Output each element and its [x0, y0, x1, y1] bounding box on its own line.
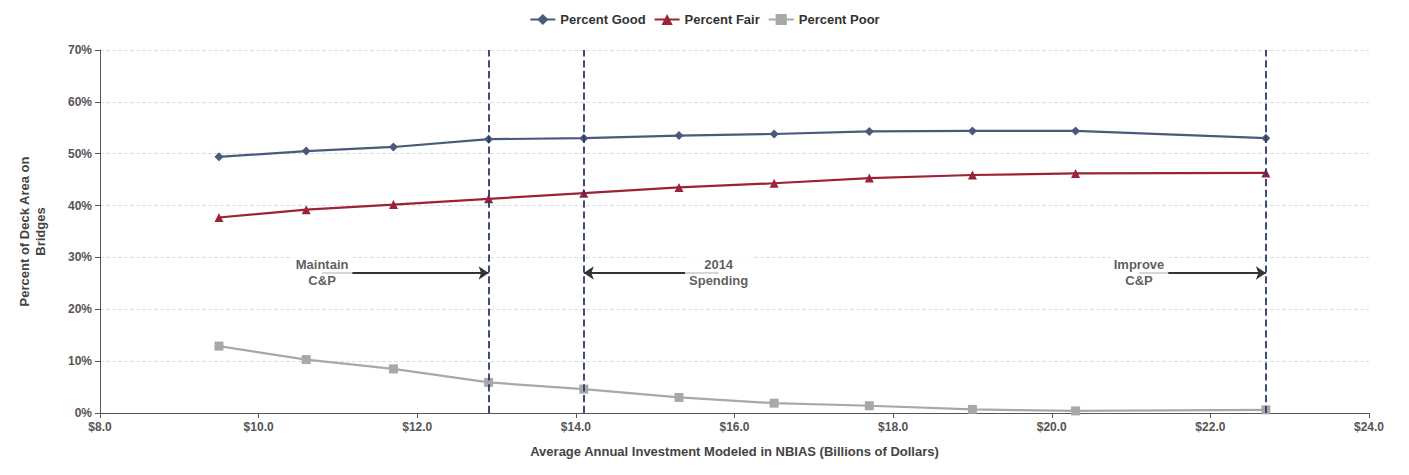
svg-text:$24.0: $24.0 [1354, 420, 1384, 434]
svg-text:Percent Fair: Percent Fair [685, 12, 760, 27]
svg-text:$14.0: $14.0 [561, 420, 591, 434]
svg-text:20%: 20% [68, 302, 92, 316]
svg-text:0%: 0% [75, 406, 93, 420]
svg-text:$16.0: $16.0 [719, 420, 749, 434]
svg-text:$12.0: $12.0 [402, 420, 432, 434]
svg-text:Bridges: Bridges [33, 207, 48, 255]
svg-text:60%: 60% [68, 95, 92, 109]
svg-text:$20.0: $20.0 [1037, 420, 1067, 434]
svg-text:10%: 10% [68, 354, 92, 368]
svg-text:$22.0: $22.0 [1195, 420, 1225, 434]
svg-text:40%: 40% [68, 199, 92, 213]
svg-text:2014: 2014 [704, 257, 734, 272]
svg-text:C&P: C&P [1125, 273, 1153, 288]
svg-text:$8.0: $8.0 [88, 420, 112, 434]
svg-text:C&P: C&P [308, 273, 336, 288]
svg-text:30%: 30% [68, 250, 92, 264]
svg-text:Percent Good: Percent Good [560, 12, 645, 27]
svg-text:Percent of Deck Area on: Percent of Deck Area on [17, 157, 32, 307]
svg-text:$18.0: $18.0 [878, 420, 908, 434]
svg-text:Average Annual Investment Mode: Average Annual Investment Modeled in NBI… [530, 444, 939, 459]
svg-text:70%: 70% [68, 43, 92, 57]
svg-text:Percent Poor: Percent Poor [799, 12, 880, 27]
svg-text:Spending: Spending [689, 273, 748, 288]
svg-text:Improve: Improve [1114, 257, 1165, 272]
svg-text:50%: 50% [68, 147, 92, 161]
svg-text:$10.0: $10.0 [244, 420, 274, 434]
svg-text:Maintain: Maintain [296, 257, 349, 272]
